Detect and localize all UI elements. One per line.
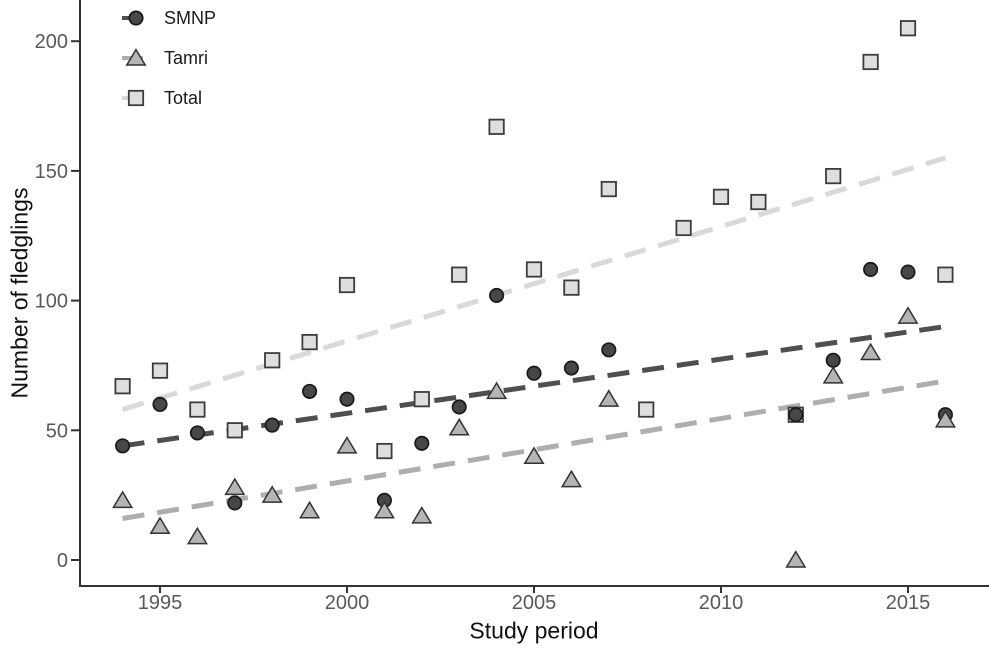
data-point-total — [675, 219, 692, 237]
data-point-total — [264, 352, 281, 369]
trend-line-smnp — [122, 324, 946, 449]
data-point-tamri — [560, 469, 582, 488]
data-point-smnp — [489, 287, 505, 303]
data-point-total — [563, 279, 580, 296]
data-point-tamri — [261, 485, 283, 503]
data-point-smnp — [152, 396, 168, 412]
y-tick-label: 150 — [35, 161, 68, 183]
data-point-tamri — [411, 506, 433, 524]
data-point-smnp — [339, 391, 355, 407]
legend: SMNP Tamri Total — [121, 5, 216, 125]
data-point-tamri — [299, 500, 321, 519]
data-point-smnp — [115, 438, 131, 454]
y-tick-label: 200 — [35, 31, 68, 53]
data-point-tamri — [598, 389, 620, 407]
legend-item-total: Total — [121, 85, 216, 111]
data-point-total — [114, 378, 131, 395]
data-point-tamri — [224, 477, 246, 496]
legend-key-marker — [128, 10, 144, 26]
data-point-smnp — [601, 342, 617, 358]
data-point-smnp — [863, 261, 879, 278]
data-point-total — [338, 276, 356, 294]
data-point-total — [600, 180, 617, 198]
legend-label-tamri: Tamri — [164, 48, 208, 68]
data-point-total — [451, 266, 468, 283]
x-tick-label: 2000 — [325, 592, 370, 614]
data-point-total — [226, 422, 243, 439]
legend-key-marker — [125, 48, 147, 66]
x-tick-label: 1995 — [138, 592, 183, 614]
smnp-circle-marker-icon — [121, 8, 155, 28]
data-point-total — [413, 391, 430, 408]
y-axis-title: Number of fledglings — [6, 187, 33, 399]
data-point-tamri — [934, 410, 956, 428]
data-point-total — [862, 53, 879, 71]
data-point-smnp — [563, 360, 579, 376]
legend-key-marker — [127, 89, 145, 107]
data-point-tamri — [523, 446, 545, 464]
data-point-total — [301, 334, 318, 351]
legend-item-smnp: SMNP — [121, 5, 216, 31]
data-point-total — [638, 401, 655, 418]
data-point-total — [525, 261, 543, 278]
data-point-tamri — [860, 342, 882, 361]
legend-label-total: Total — [164, 88, 203, 108]
data-point-total — [750, 193, 767, 211]
tamri-triangle-marker-icon — [121, 48, 155, 68]
trend-line-total — [121, 155, 947, 412]
y-tick-label: 100 — [35, 291, 68, 313]
y-tick-label: 50 — [46, 420, 68, 442]
data-point-tamri — [186, 526, 208, 545]
legend-item-tamri: Tamri — [121, 45, 216, 71]
data-point-total — [899, 20, 917, 37]
data-point-total — [376, 442, 393, 460]
data-point-tamri — [486, 381, 508, 400]
x-tick-label: 2005 — [512, 592, 557, 614]
data-point-tamri — [822, 365, 844, 384]
data-point-smnp — [788, 407, 804, 423]
x-tick-label: 2010 — [699, 592, 744, 614]
data-point-smnp — [227, 495, 243, 511]
data-point-total — [151, 362, 169, 379]
data-point-total — [488, 118, 505, 135]
data-point-total — [937, 266, 954, 283]
y-tick-label: 0 — [57, 550, 68, 572]
data-point-smnp — [414, 435, 430, 451]
data-point-tamri — [448, 417, 470, 436]
data-point-smnp — [189, 425, 205, 441]
data-point-smnp — [302, 383, 318, 399]
data-point-tamri — [112, 490, 134, 509]
data-point-total — [825, 167, 842, 185]
data-point-smnp — [825, 352, 841, 368]
x-axis-title: Study period — [469, 617, 599, 644]
total-square-marker-icon — [121, 88, 155, 108]
legend-label-smnp: SMNP — [164, 8, 217, 28]
data-point-tamri — [897, 306, 919, 324]
data-point-total — [189, 401, 206, 418]
data-point-total — [712, 188, 730, 205]
x-tick-label: 2015 — [886, 592, 931, 614]
data-point-tamri — [373, 500, 395, 519]
data-point-tamri — [785, 550, 807, 568]
data-point-tamri — [336, 436, 358, 454]
data-point-smnp — [264, 417, 280, 433]
data-point-smnp — [900, 264, 916, 280]
data-point-smnp — [526, 365, 542, 381]
data-point-smnp — [451, 399, 467, 415]
data-point-tamri — [149, 516, 171, 535]
